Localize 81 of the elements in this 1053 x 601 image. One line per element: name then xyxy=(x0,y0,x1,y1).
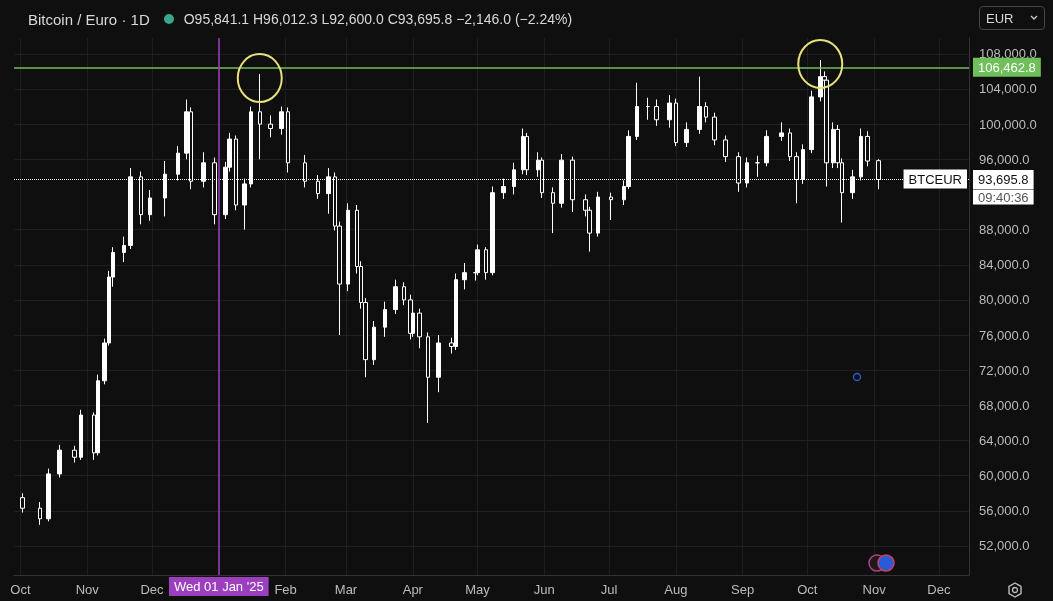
x-tick-label: Oct xyxy=(10,582,31,597)
candlestick xyxy=(551,186,555,234)
text: 09:40:36 xyxy=(978,189,1029,205)
candlestick xyxy=(788,128,792,162)
candlestick xyxy=(646,97,650,121)
y-tick-label: 100,000.0 xyxy=(979,116,1037,132)
candlestick xyxy=(426,331,430,424)
x-tick-label: Dec xyxy=(927,582,951,597)
candlestick xyxy=(268,114,273,138)
y-tick-label: 104,000.0 xyxy=(979,81,1037,97)
y-tick-label: 108,000.0 xyxy=(979,46,1037,62)
candlestick xyxy=(654,99,659,127)
candlestick xyxy=(402,281,406,306)
candlestick xyxy=(609,192,613,221)
y-tick-label: 72,000.0 xyxy=(979,362,1030,378)
x-tick-label: Jun xyxy=(533,582,555,597)
y-tick-label: 64,000.0 xyxy=(979,433,1030,449)
candlestick xyxy=(383,301,387,338)
x-tick-label: Apr xyxy=(402,582,424,597)
candlestick xyxy=(490,186,495,276)
x-tick-label: Dec xyxy=(140,582,165,597)
candlestick xyxy=(57,444,62,478)
candlestick xyxy=(258,73,262,160)
candlestick xyxy=(346,202,350,292)
x-tick-label: Feb xyxy=(274,582,297,597)
candlestick xyxy=(372,320,376,366)
candlestick xyxy=(525,132,529,176)
candlestick xyxy=(393,279,398,315)
candlestick xyxy=(635,82,639,141)
candlestick xyxy=(462,262,467,290)
y-tick-label: 80,000.0 xyxy=(979,292,1030,308)
candlestick xyxy=(521,128,525,175)
candlestick xyxy=(684,121,689,148)
x-tick-label: Oct xyxy=(797,582,818,597)
y-tick-label: 56,000.0 xyxy=(979,503,1030,519)
text: EUR xyxy=(986,10,1014,26)
candlestick xyxy=(38,501,42,526)
candlestick xyxy=(96,374,100,456)
candlestick xyxy=(436,334,441,393)
y-tick-label: 84,000.0 xyxy=(979,257,1030,273)
x-tick-label: Jul xyxy=(600,582,618,597)
ref-line-label: 93,695.8 xyxy=(978,172,1029,188)
candlestick xyxy=(667,94,672,129)
x-tick-label: Nov xyxy=(75,582,100,597)
candlestick xyxy=(122,236,126,263)
candlestick xyxy=(779,121,784,142)
y-tick-label: 76,000.0 xyxy=(979,327,1030,343)
candlestick xyxy=(20,492,25,514)
y-tick-label: 96,000.0 xyxy=(979,151,1030,167)
candlestick xyxy=(723,135,728,163)
candlestick xyxy=(417,308,422,349)
y-tick-label: 52,000.0 xyxy=(979,538,1030,554)
annotation: BTCEUR xyxy=(908,171,963,187)
y-tick-label: 60,000.0 xyxy=(979,468,1030,484)
candlestick xyxy=(79,409,83,461)
candlestick xyxy=(865,130,870,167)
candlestick xyxy=(697,76,702,135)
candlestick xyxy=(72,445,77,463)
candlestick xyxy=(46,468,51,522)
x-tick-label: Mar xyxy=(334,582,358,597)
candlestick xyxy=(712,112,717,146)
x-tick-label: Aug xyxy=(664,582,688,597)
candlestick xyxy=(279,106,284,136)
candlestick xyxy=(484,246,488,281)
x-tick-label: Sep xyxy=(731,582,755,597)
candlestick xyxy=(764,129,769,167)
ref-line-label: Wed 01 Jan '25 xyxy=(173,579,264,594)
candlestick xyxy=(704,101,708,123)
candlestick xyxy=(809,90,814,154)
y-tick-label: 88,000.0 xyxy=(979,222,1030,238)
y-tick-label: 68,000.0 xyxy=(979,397,1030,413)
candlestick xyxy=(148,189,152,222)
candlestick xyxy=(755,155,760,178)
x-tick-label: May xyxy=(465,582,491,597)
x-tick-label: Nov xyxy=(862,582,887,597)
candlestick xyxy=(674,98,678,147)
candlestick xyxy=(286,106,290,173)
candlestick xyxy=(596,191,600,238)
ref-line-label: 106,462.8 xyxy=(978,59,1036,75)
text: O95,841.1 H96,012.3 L92,600.0 C93,695.8 −2,146.0 (−2.24%) xyxy=(183,11,573,27)
chart-title: Bitcoin / Euro · 1D xyxy=(28,10,150,28)
